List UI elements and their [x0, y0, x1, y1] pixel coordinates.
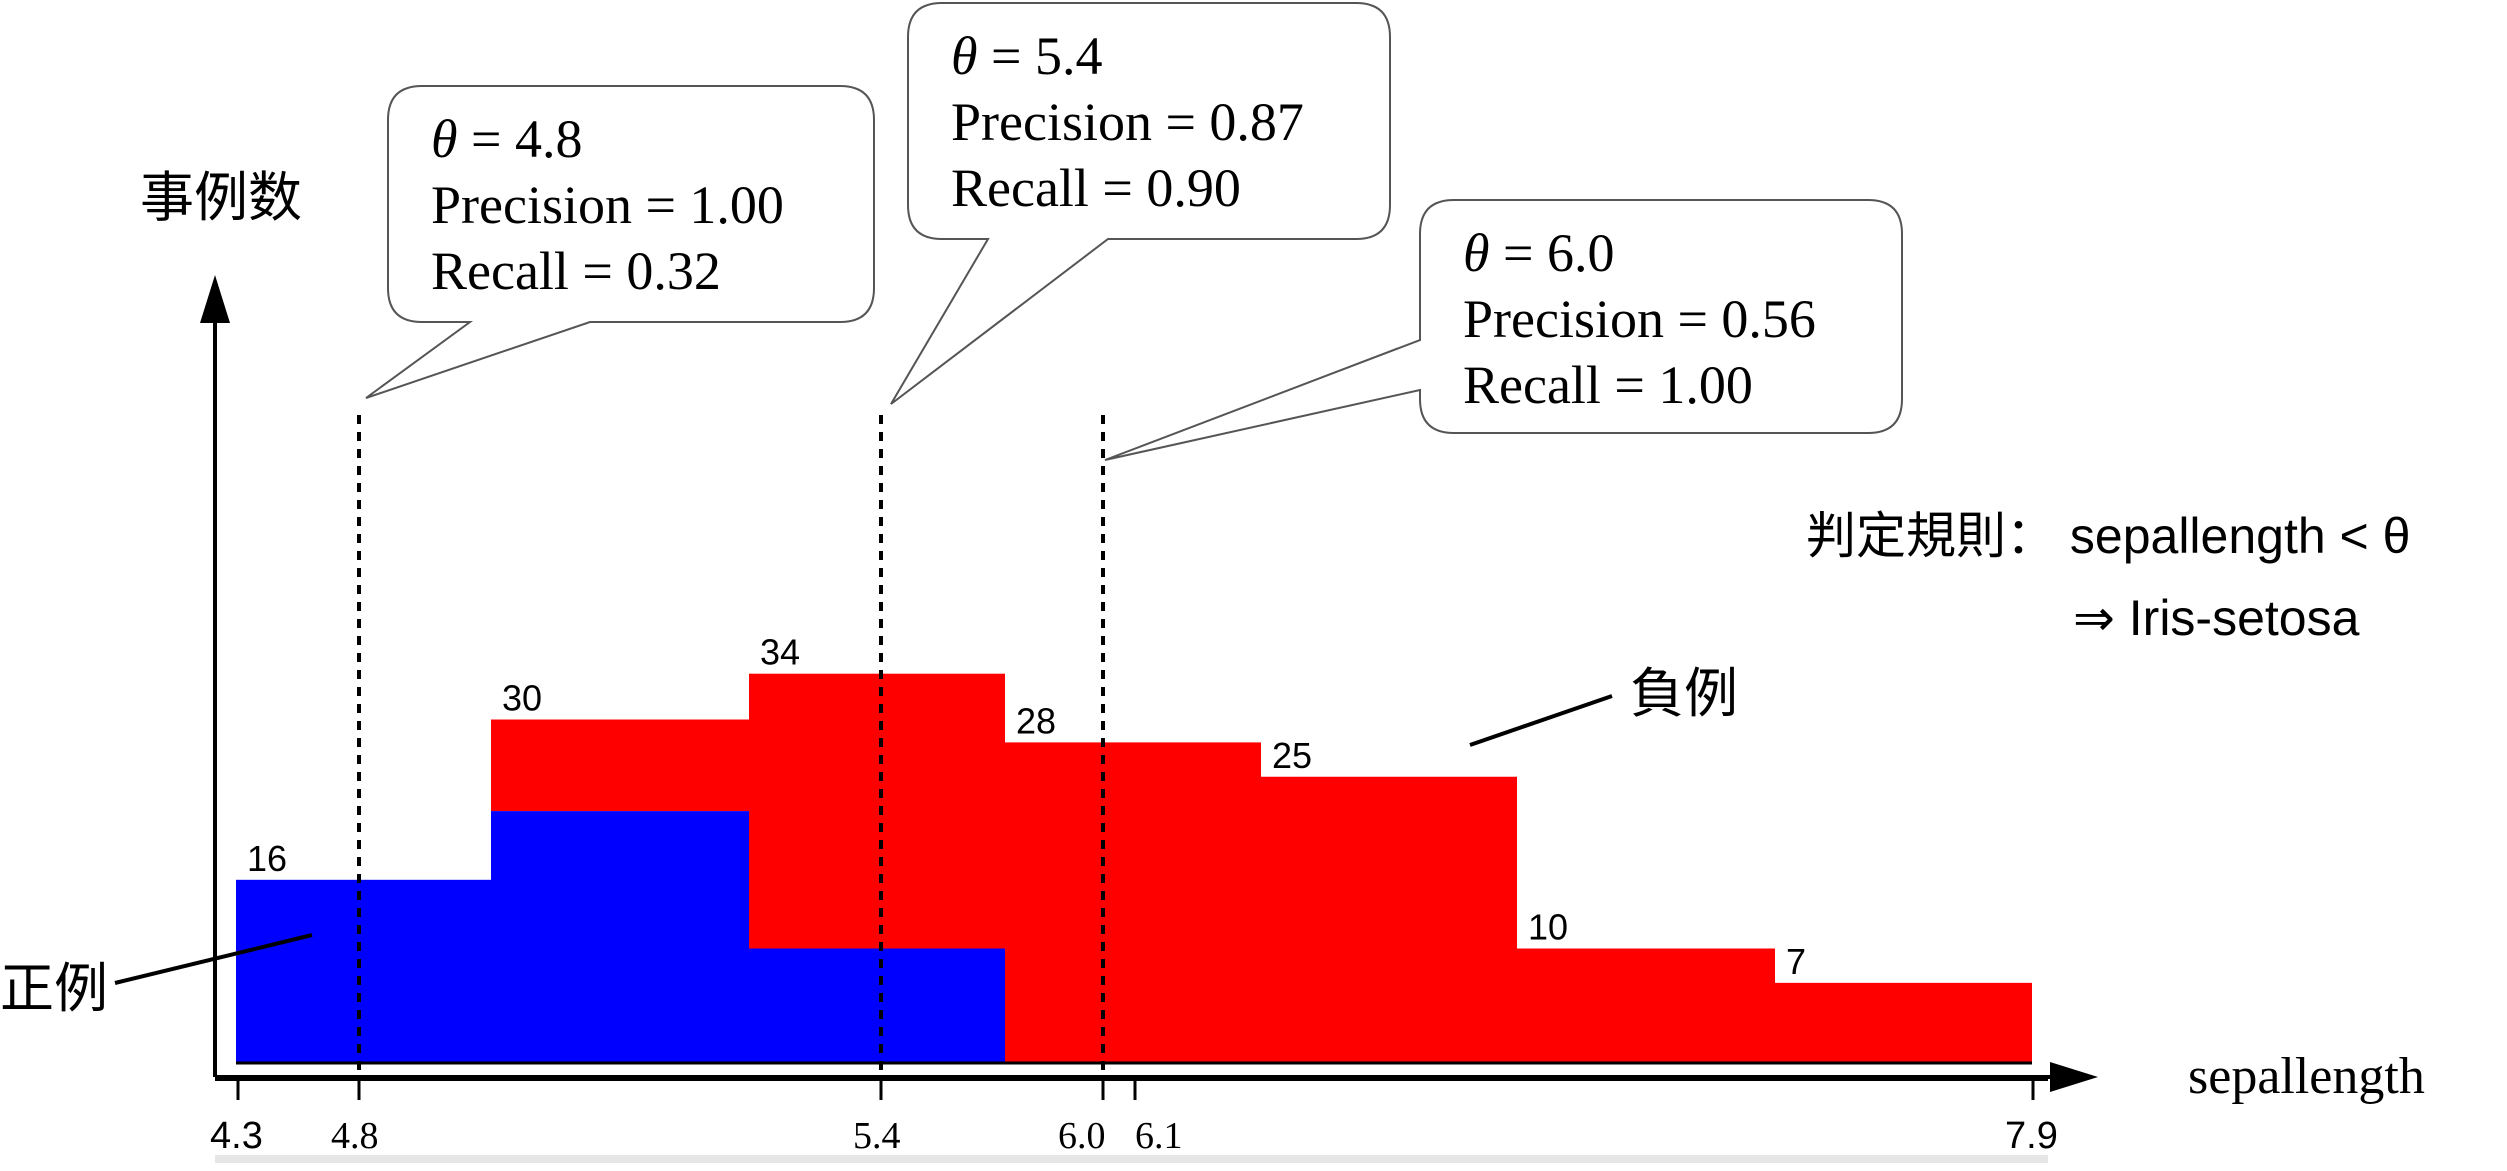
bar-total-label-7: 7 — [1786, 941, 1806, 982]
bars-layer — [236, 673, 2032, 1063]
x-tick-label-1: 4.3 — [210, 1115, 263, 1157]
x-tick-label-3: 5.4 — [853, 1115, 901, 1157]
bar-total-label-2: 30 — [502, 678, 542, 719]
bar-positive-2 — [491, 811, 749, 1063]
bar-negative-7 — [1775, 982, 2032, 1063]
x-tick-label-2: 4.8 — [331, 1115, 379, 1157]
callout-2-recall: Recall = 0.90 — [951, 158, 1241, 218]
callout-3-precision: Precision = 0.56 — [1463, 289, 1816, 349]
y-axis-arrowhead — [200, 275, 230, 323]
negative-label: 負例 — [1630, 664, 1738, 724]
callout-bubble-2 — [890, 2, 1391, 405]
bar-total-label-1: 16 — [247, 838, 287, 879]
callout-3-theta: θ = 6.0 — [1463, 223, 1615, 283]
bar-positive-1 — [236, 879, 491, 1063]
bar-positive-3 — [749, 948, 1005, 1063]
callout-1-theta: θ = 4.8 — [431, 109, 583, 169]
positive-label: 正例 — [0, 959, 108, 1019]
rule-line-2: ⇒ Iris-setosa — [2073, 590, 2360, 646]
x-axis-arrowhead — [2050, 1062, 2098, 1092]
x-axis-label: sepallength — [2188, 1048, 2425, 1105]
bar-negative-6 — [1517, 948, 1775, 1063]
callout-bubble-1 — [365, 85, 875, 399]
bar-negative-4 — [1005, 742, 1261, 1063]
bar-total-label-5: 25 — [1272, 735, 1312, 776]
ticks-layer: 4.3 4.8 5.4 6.0 6.1 7.9 — [210, 1080, 2058, 1157]
thresholds-layer — [357, 415, 1105, 1070]
rule-line-1: 判定規則： sepallength < θ — [1806, 508, 2410, 564]
bar-negative-2 — [491, 719, 749, 812]
x-tick-label-6: 7.9 — [2005, 1115, 2058, 1157]
axes-layer — [200, 275, 2098, 1163]
bar-total-label-3: 34 — [760, 632, 800, 673]
bar-negative-3 — [749, 673, 1005, 949]
callout-1-precision: Precision = 1.00 — [431, 175, 784, 235]
callout-3-recall: Recall = 1.00 — [1463, 355, 1753, 415]
callout-bubble-3 — [1104, 199, 1903, 461]
scrollbar-strip — [215, 1155, 2048, 1163]
labels-layer: 16 30 34 28 25 10 7 — [247, 632, 1806, 982]
callout-1-recall: Recall = 0.32 — [431, 241, 721, 301]
x-tick-label-5: 6.1 — [1135, 1115, 1183, 1157]
y-axis-label: 事例数 — [140, 168, 302, 228]
bar-total-label-6: 10 — [1528, 907, 1568, 948]
bar-negative-5 — [1261, 776, 1517, 1063]
x-tick-label-4: 6.0 — [1058, 1115, 1106, 1157]
callout-2-theta: θ = 5.4 — [951, 26, 1103, 86]
bar-total-label-4: 28 — [1016, 700, 1056, 741]
negative-pointer-line — [1469, 694, 1613, 747]
positive-pointer-line — [114, 933, 313, 985]
callout-2-precision: Precision = 0.87 — [951, 92, 1304, 152]
